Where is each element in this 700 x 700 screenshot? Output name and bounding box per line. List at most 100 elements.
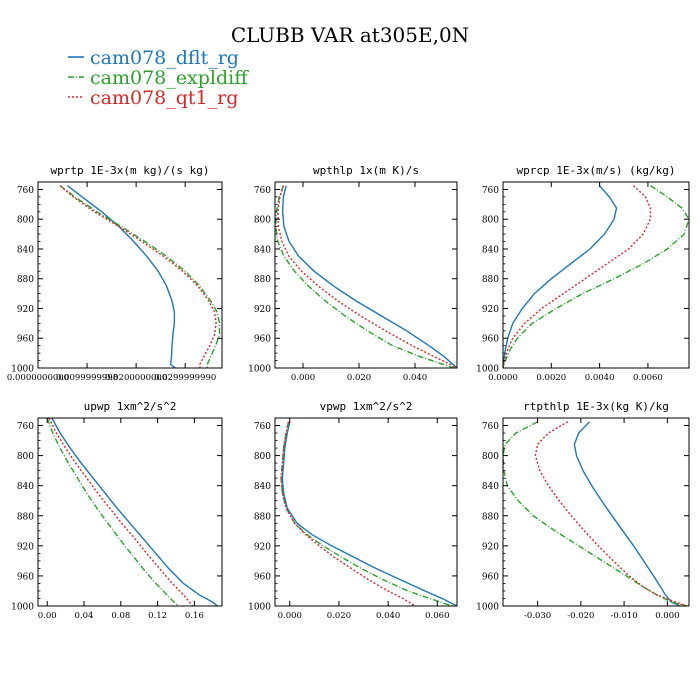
y-tick-label-wprtp: 760 [17, 186, 34, 196]
y-tick-label-upwp: 880 [17, 512, 34, 522]
x-tick-label-upwp: 0.04 [75, 611, 94, 621]
y-tick-label-rtpthlp: 800 [482, 452, 499, 462]
y-tick-label-wprcp: 1000 [476, 365, 499, 375]
panel-grid: wprtp 1E-3x(m kg)/(s kg) 760 800 840 880 920 9… [7, 164, 690, 621]
x-tick-label-wprtp: 0.0000000000 [7, 373, 69, 383]
x-tick-label-upwp: 0.00 [38, 611, 57, 621]
legend-label-expldiff: cam078_expldiff [90, 67, 249, 89]
y-tick-label-wprtp: 920 [17, 305, 34, 315]
panel-wpthlp: wpthlp 1x(m K)/s 760 800 840 880 920 960 1000 0.… [248, 164, 458, 383]
panel-title-vpwp: vpwp 1xm^2/s^2 [320, 400, 413, 413]
y-tick-label-wprtp: 840 [17, 245, 34, 255]
x-tick-label-wprtp: 0.0299999990 [154, 373, 216, 383]
y-tick-label-vpwp: 800 [254, 452, 271, 462]
x-tick-label-wprcp: 0.0060 [633, 373, 663, 383]
x-tick-label-wprcp: 0.0040 [585, 373, 615, 383]
x-tick-label-vpwp: 0.020 [327, 611, 351, 621]
x-tick-label-wprcp: 0.0020 [536, 373, 566, 383]
series-line-vpwp-cam078_dflt_rg [281, 421, 457, 606]
series-line-rtpthlp-cam078_dflt_rg [573, 421, 681, 606]
y-tick-label-wpthlp: 760 [254, 186, 271, 196]
series-line-upwp-cam078_expldiff [46, 418, 179, 606]
y-tick-label-upwp: 1000 [11, 603, 34, 613]
panel-wprcp: wprcp 1E-3x(m/s) (kg/kg) 760 800 840 880 920 9… [476, 164, 690, 383]
series-group-vpwp [280, 421, 457, 606]
y-tick-label-wprcp: 760 [482, 186, 499, 196]
panel-wprtp: wprtp 1E-3x(m kg)/(s kg) 760 800 840 880 920 9… [7, 164, 223, 383]
series-group-upwp [46, 418, 218, 606]
series-group-wprtp [59, 185, 221, 368]
plot-frame-upwp [37, 417, 223, 607]
y-tick-label-rtpthlp: 840 [482, 482, 499, 492]
plot-frame-vpwp [274, 417, 458, 607]
series-line-vpwp-cam078_qt1_rg [280, 421, 416, 606]
series-line-wpthlp-cam078_expldiff [275, 185, 455, 368]
y-tick-label-wpthlp: 920 [254, 305, 271, 315]
x-tick-label-wprcp: 0.0000 [488, 373, 518, 383]
series-line-wprcp-cam078_dflt_rg [503, 185, 618, 368]
x-tick-label-rtpthlp: -0.020 [567, 611, 594, 621]
plot-frame-wprtp [37, 181, 223, 369]
panel-title-wpthlp: wpthlp 1x(m K)/s [313, 164, 419, 177]
series-line-wprtp-cam078_expldiff [59, 185, 221, 368]
y-tick-label-upwp: 760 [17, 422, 34, 432]
series-line-rtpthlp-cam078_qt1_rg [534, 421, 688, 606]
y-tick-label-upwp: 960 [17, 572, 34, 582]
x-tick-label-upwp: 0.16 [185, 611, 204, 621]
y-tick-label-vpwp: 1000 [248, 603, 271, 613]
series-line-wprcp-cam078_expldiff [503, 185, 689, 368]
y-tick-label-wpthlp: 880 [254, 275, 271, 285]
x-tick-label-vpwp: 0.060 [425, 611, 449, 621]
legend-label-dflt: cam078_dflt_rg [90, 47, 239, 69]
x-tick-label-vpwp: 0.040 [376, 611, 400, 621]
panel-title-upwp: upwp 1xm^2/s^2 [84, 400, 177, 413]
y-tick-label-rtpthlp: 760 [482, 422, 499, 432]
y-tick-label-rtpthlp: 960 [482, 572, 499, 582]
y-tick-label-wprtp: 800 [17, 216, 34, 226]
panel-rtpthlp: rtpthlp 1E-3x(kg K)/kg 760 800 840 880 920 960… [476, 400, 690, 621]
y-tick-label-rtpthlp: 1000 [476, 603, 499, 613]
y-tick-label-wpthlp: 960 [254, 335, 271, 345]
panel-title-wprtp: wprtp 1E-3x(m kg)/(s kg) [51, 164, 210, 177]
x-tick-label-wprtp: 0.0099999998 [56, 373, 118, 383]
y-tick-label-wprcp: 880 [482, 275, 499, 285]
panel-title-rtpthlp: rtpthlp 1E-3x(kg K)/kg [523, 400, 669, 413]
y-tick-label-wprcp: 920 [482, 305, 499, 315]
series-group-wpthlp [275, 185, 457, 368]
x-tick-label-vpwp: 0.000 [278, 611, 302, 621]
y-tick-label-vpwp: 920 [254, 542, 271, 552]
y-tick-label-wprtp: 1000 [11, 365, 34, 375]
plot-frame-rtpthlp [502, 417, 690, 607]
y-tick-label-vpwp: 880 [254, 512, 271, 522]
x-tick-label-rtpthlp: 0.000 [655, 611, 679, 621]
x-tick-label-wpthlp: 0.020 [347, 373, 371, 383]
x-tick-label-upwp: 0.08 [111, 611, 130, 621]
y-tick-label-wpthlp: 800 [254, 216, 271, 226]
figure-title: CLUBB VAR at305E,0N [231, 23, 469, 47]
y-tick-label-upwp: 920 [17, 542, 34, 552]
y-tick-label-wpthlp: 1000 [248, 365, 271, 375]
y-tick-label-rtpthlp: 920 [482, 542, 499, 552]
y-tick-label-upwp: 800 [17, 452, 34, 462]
y-tick-label-vpwp: 840 [254, 482, 271, 492]
series-group-rtpthlp [503, 421, 688, 606]
y-tick-label-upwp: 840 [17, 482, 34, 492]
y-tick-label-vpwp: 960 [254, 572, 271, 582]
legend-label-qt1: cam078_qt1_rg [90, 87, 238, 109]
x-tick-label-wpthlp: 0.040 [403, 373, 427, 383]
y-tick-label-vpwp: 760 [254, 422, 271, 432]
x-tick-label-upwp: 0.12 [148, 611, 167, 621]
series-group-wprcp [503, 185, 689, 368]
x-tick-label-rtpthlp: -0.030 [524, 611, 551, 621]
legend: cam078_dflt_rg cam078_expldiff cam078_qt… [68, 47, 249, 109]
y-tick-label-wpthlp: 840 [254, 245, 271, 255]
x-tick-label-wpthlp: 0.000 [291, 373, 315, 383]
y-tick-label-wprcp: 840 [482, 245, 499, 255]
series-line-upwp-cam078_dflt_rg [51, 418, 218, 606]
x-tick-label-wprtp: 0.0200000000 [105, 373, 167, 383]
panel-vpwp: vpwp 1xm^2/s^2 760 800 840 880 920 960 1000 0.00… [248, 400, 458, 621]
panel-upwp: upwp 1xm^2/s^2 760 800 840 880 920 960 1000 0.00… [11, 400, 223, 621]
y-tick-label-wprcp: 960 [482, 335, 499, 345]
